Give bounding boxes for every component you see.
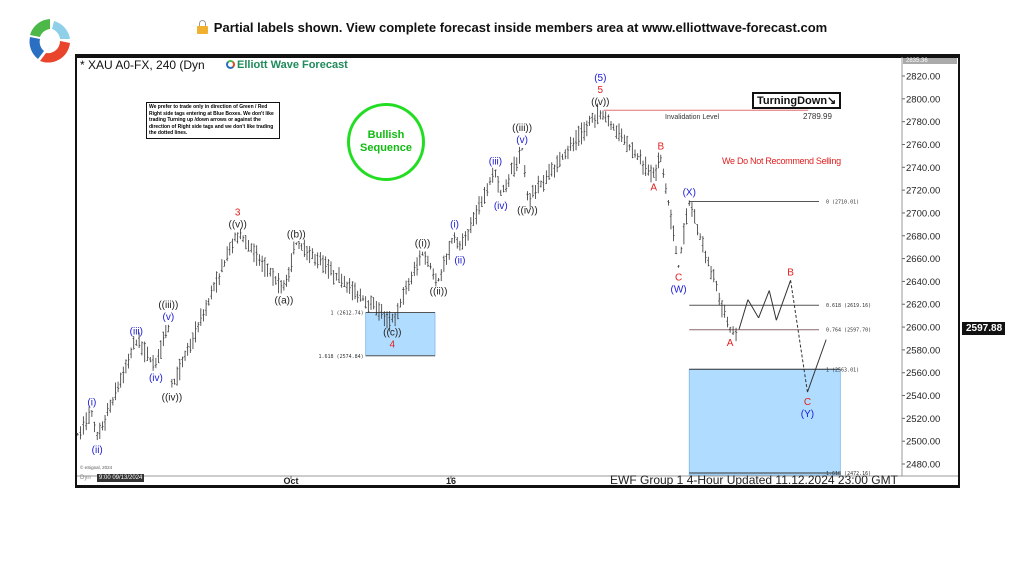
projection-segment <box>768 290 777 321</box>
y-tick-label: 2700.00 <box>906 208 940 219</box>
y-tick-label: 2620.00 <box>906 300 940 311</box>
wave-label: ((ii)) <box>430 286 448 297</box>
wave-label: C <box>804 397 811 408</box>
no-sell-note: We Do Not Recommend Selling <box>722 156 841 166</box>
wave-label: B <box>657 142 664 153</box>
wave-label: (i) <box>450 219 459 230</box>
wave-label: (i) <box>87 397 96 408</box>
wave-label: (X) <box>683 187 696 198</box>
trading-disclaimer: We prefer to trade only in direction of … <box>146 102 280 139</box>
wave-label: A <box>727 338 734 349</box>
cursor-time: 9:00 09/13/2024 <box>97 474 145 482</box>
wave-label: (iv) <box>494 201 508 212</box>
wave-label: 5 <box>598 85 604 96</box>
wave-label: A <box>650 183 657 194</box>
wave-label: ((a)) <box>274 296 293 307</box>
wave-label: (v) <box>516 135 528 146</box>
y-tick-label: 2660.00 <box>906 254 940 265</box>
projection-segment <box>806 339 827 393</box>
wave-label: (ii) <box>92 445 103 456</box>
banner-text: Partial labels shown. View complete fore… <box>213 20 828 35</box>
y-tick-label: 2520.00 <box>906 414 940 425</box>
brand-name: Elliott Wave Forecast <box>226 59 348 71</box>
y-tick-label: 2820.00 <box>906 72 940 83</box>
wave-label: ((iii)) <box>512 123 532 134</box>
elliott-wave-logo-icon <box>24 15 76 67</box>
wave-label: C <box>675 273 682 284</box>
lock-icon <box>196 20 208 34</box>
y-tick-label: 2560.00 <box>906 368 940 379</box>
y-tick-label: 2740.00 <box>906 163 940 174</box>
wave-label: (v) <box>162 312 174 323</box>
blue-box <box>365 312 436 357</box>
wave-label: ((c)) <box>383 327 401 338</box>
wave-label: (iv) <box>149 373 163 384</box>
x-tick-label: 16 <box>446 476 456 486</box>
wave-label: 3 <box>235 207 241 218</box>
last-price-badge: 2597.88 <box>962 322 1006 335</box>
y-tick-label: 2720.00 <box>906 186 940 197</box>
wave-label: B <box>787 267 794 278</box>
y-tick-label: 2760.00 <box>906 140 940 151</box>
projection-segment <box>758 290 770 319</box>
wave-label: 4 <box>390 339 396 350</box>
wave-label: (ii) <box>454 256 465 267</box>
x-tick-label: Oct <box>283 476 298 486</box>
top-price-label: 2835.36 <box>903 58 957 64</box>
wave-label: (Y) <box>801 409 814 420</box>
fib-level-label: 0.764 (2597.70) <box>826 328 871 334</box>
bullish-line2: Sequence <box>360 142 412 154</box>
chart-frame <box>75 54 960 488</box>
y-tick-label: 2540.00 <box>906 391 940 402</box>
chart-symbol-title: * XAU A0-FX, 240 (Dyn <box>80 58 205 72</box>
brand-name-text: Elliott Wave Forecast <box>237 59 348 71</box>
fib-level-label: 1.618 (2472.16) <box>826 471 871 477</box>
y-tick-label: 2680.00 <box>906 231 940 242</box>
fib-level-label: 1 (2612.74) <box>331 311 364 317</box>
blue-box <box>688 368 841 476</box>
invalidation-label: Invalidation Level <box>665 114 720 121</box>
bullish-sequence-badge: Bullish Sequence <box>347 103 425 181</box>
fib-level-label: 0 (2710.01) <box>826 200 859 206</box>
wave-label: ((iii)) <box>158 300 178 311</box>
y-tick-label: 2800.00 <box>906 94 940 105</box>
y-tick-label: 2640.00 <box>906 277 940 288</box>
copyright: © eSignal, 2024 <box>80 465 113 470</box>
brand-logo-icon <box>226 60 235 69</box>
projection-dashed-segment <box>790 280 808 393</box>
wave-label: (W) <box>671 285 687 296</box>
wave-label: (5) <box>594 73 606 84</box>
update-footer: EWF Group 1 4-Hour Updated 11.12.2024 23… <box>610 473 898 487</box>
wave-label: (iii) <box>130 327 143 338</box>
wave-label: (iii) <box>489 157 502 168</box>
fib-level-label: 0.618 (2619.16) <box>826 303 871 309</box>
wave-label: ((v)) <box>229 219 247 230</box>
y-tick-label: 2480.00 <box>906 460 940 471</box>
dyn-label: Dyn <box>80 475 91 481</box>
turning-down-tag: TurningDown↘ <box>752 92 842 109</box>
y-tick-label: 2580.00 <box>906 345 940 356</box>
fib-level-label: 1.618 (2574.84) <box>319 354 364 360</box>
invalidation-value: 2789.99 <box>803 112 832 121</box>
bullish-line1: Bullish <box>367 129 405 141</box>
wave-label: ((iv)) <box>517 205 538 216</box>
fib-level-label: 1 (2563.01) <box>826 367 859 373</box>
wave-label: ((v)) <box>591 97 609 108</box>
projection-segment <box>747 299 760 319</box>
members-banner[interactable]: Partial labels shown. View complete fore… <box>0 20 1024 35</box>
y-tick-label: 2500.00 <box>906 437 940 448</box>
y-tick-label: 2600.00 <box>906 323 940 334</box>
wave-label: ((i)) <box>415 239 431 250</box>
y-tick-label: 2780.00 <box>906 117 940 128</box>
wave-label: ((b)) <box>287 230 306 241</box>
projection-segment <box>738 299 749 330</box>
wave-label: ((iv)) <box>162 393 183 404</box>
projection-segment <box>775 280 792 321</box>
